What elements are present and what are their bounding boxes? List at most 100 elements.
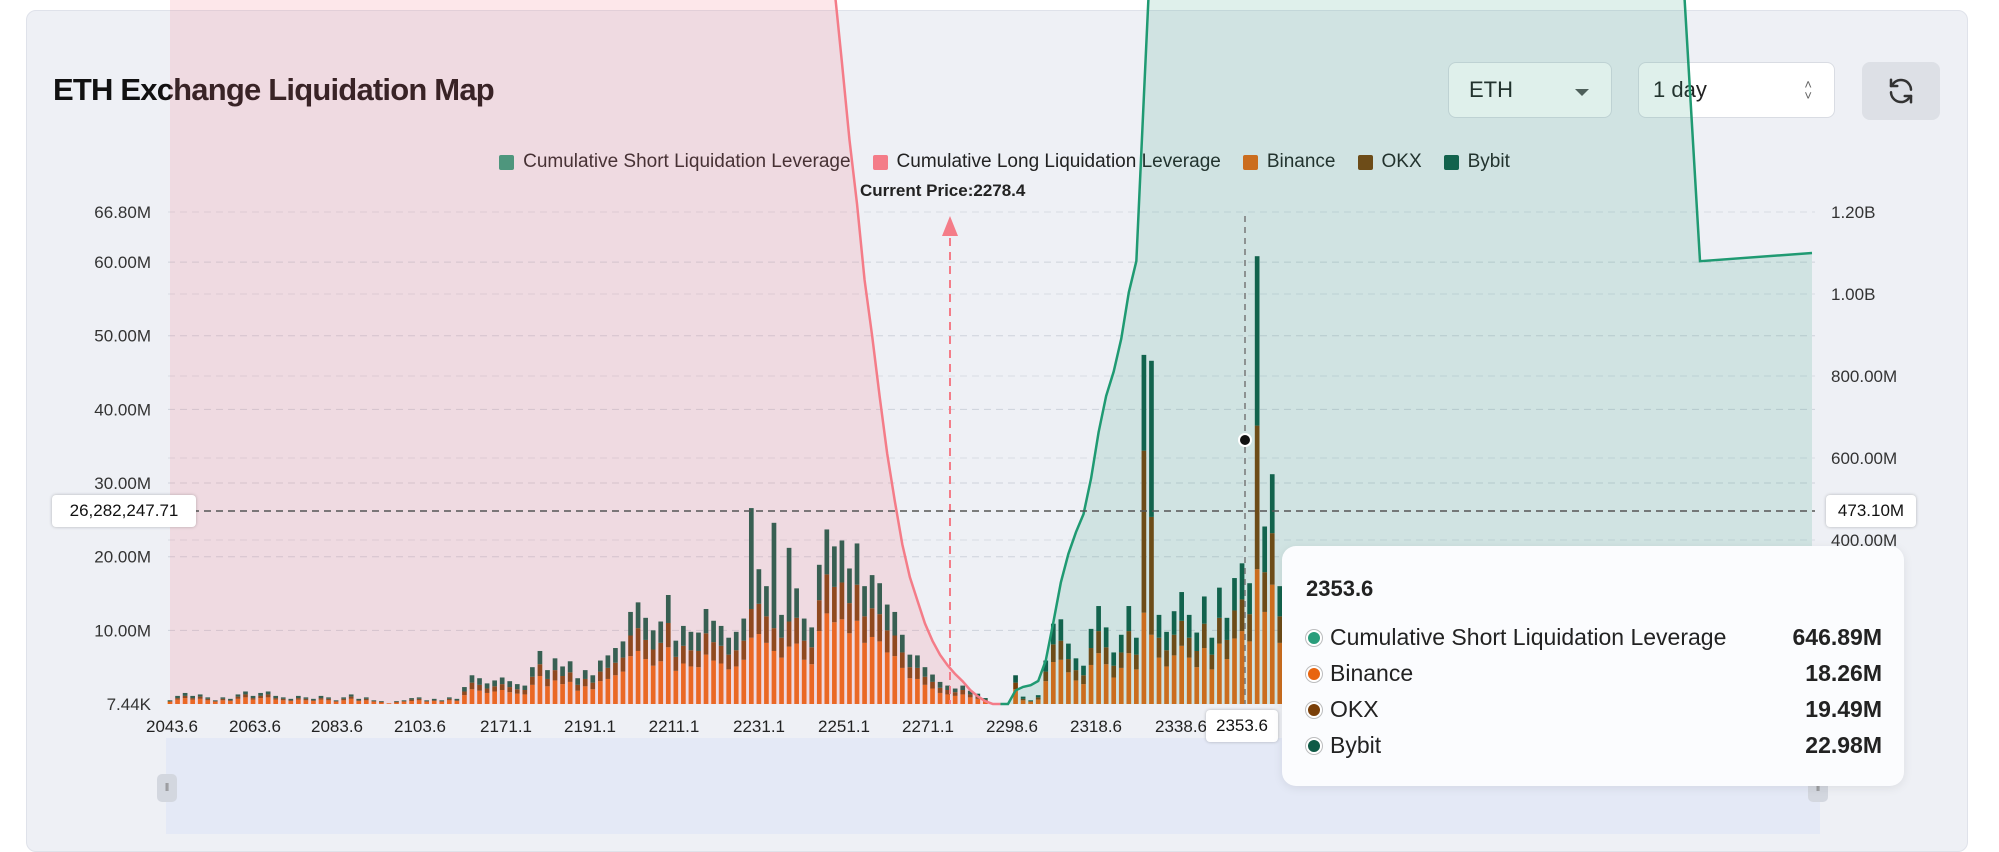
bar-bybit [530,667,535,677]
range-select-value: 1 day [1653,77,1707,103]
bar-okx [884,630,890,653]
bar-bybit [688,631,694,651]
legend-label: Binance [1267,151,1336,173]
bar-bybit [960,685,966,691]
bar-bybit [1028,700,1034,702]
legend-label: OKX [1382,151,1422,173]
current-price-label: Current Price:2278.4 [860,181,1026,200]
bar-binance [462,695,467,704]
bar-binance [1209,669,1215,704]
bar-okx [786,621,792,647]
bar-binance [1247,641,1252,704]
bar-bybit [605,655,611,668]
y-axis-left-tick: 50.00M [94,327,151,346]
bar-okx [1096,631,1101,654]
bar-binance [288,701,294,704]
legend-item-okx[interactable]: OKX [1357,151,1422,173]
bar-binance [1239,631,1245,704]
bar-binance [1171,655,1177,704]
bar-binance [771,650,777,704]
bar-bybit [265,691,271,695]
bar-okx [258,695,263,699]
bar-bybit [1043,660,1049,672]
bar-okx [801,640,807,660]
bar-okx [499,684,505,691]
bar-bybit [575,678,581,685]
bar-okx [484,688,490,693]
bar-okx [839,582,845,620]
legend-item-short[interactable]: Cumulative Short Liquidation Leverage [499,151,851,173]
tooltip-value: 646.89M [1792,624,1882,650]
bar-okx [1149,516,1154,635]
bar-bybit [665,594,671,623]
bar-bybit [650,630,656,650]
bar-okx [771,628,777,651]
bar-bybit [333,700,339,702]
bar-binance [333,701,339,704]
tooltip-label: Binance [1330,660,1414,686]
bar-binance [711,660,716,704]
bar-binance [273,699,279,704]
chart-tooltip: 2353.6 Cumulative Short Liquidation Leve… [1282,546,1904,786]
bar-binance [1126,653,1132,704]
bar-okx [703,633,709,655]
range-select[interactable]: 1 day ˄˅ [1638,62,1835,118]
coin-select[interactable]: ETH [1448,62,1612,118]
bar-bybit [507,681,513,688]
bar-binance [484,692,490,704]
bar-bybit [1254,256,1260,426]
y-axis-right-tick: 400.00M [1831,531,1897,550]
bar-okx [1035,697,1041,700]
bar-binance [318,699,324,704]
bar-okx [605,667,611,679]
bar-bybit [741,618,747,641]
bar-binance [899,667,905,704]
legend-item-bybit[interactable]: Bybit [1443,151,1510,173]
bar-binance [499,690,505,704]
bar-binance [718,663,724,704]
bar-binance [590,689,596,704]
bar-okx [567,672,573,682]
bar-okx [945,690,950,695]
bar-binance [507,692,513,704]
bar-binance [454,701,460,704]
bar-okx [235,696,241,699]
bar-bybit [182,692,188,696]
bar-bybit [439,700,445,702]
bar-okx [922,676,928,685]
bar-binance [960,694,966,704]
bar-binance [197,698,203,704]
bar-okx [454,700,460,702]
bar-okx [688,650,694,667]
bar-bybit [296,695,301,699]
bar-bybit [832,546,837,587]
legend-swatch [1443,154,1459,170]
x-axis-tick: 2083.6 [311,717,363,736]
bar-binance [205,700,211,704]
bar-bybit [477,678,482,685]
bar-binance [696,667,701,704]
y-axis-left-tick: 60.00M [94,253,151,272]
bar-bybit [862,586,867,617]
bar-bybit [1164,631,1169,651]
bar-okx [1050,644,1056,663]
bar-bybit [711,620,716,643]
bar-bybit [1149,360,1154,517]
bar-binance [582,686,588,704]
bar-okx [1020,698,1026,701]
bar-binance [280,700,286,704]
bar-binance [386,703,392,704]
legend-item-binance[interactable]: Binance [1242,151,1336,173]
bar-bybit [431,698,437,701]
bar-bybit [228,698,233,701]
bar-bybit [1209,637,1215,655]
x-axis-tick: 2318.6 [1070,717,1122,736]
bar-binance [1050,662,1056,704]
bar-bybit [1194,632,1200,651]
bar-bybit [446,697,452,699]
refresh-button[interactable] [1862,62,1940,120]
bar-bybit [522,685,528,691]
bar-bybit [884,604,890,631]
chevron-down-icon [1575,89,1589,96]
slider-handle-left[interactable]: ‖ [157,774,177,802]
